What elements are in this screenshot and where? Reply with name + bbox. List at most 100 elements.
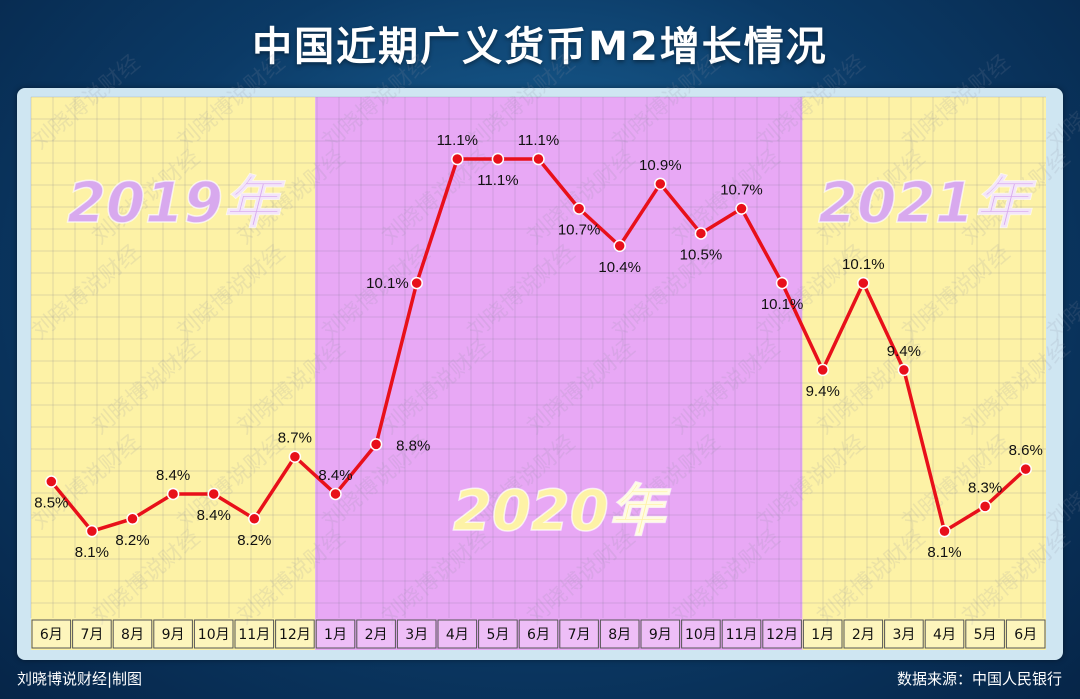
- data-point: [166, 487, 180, 501]
- data-point: [735, 202, 748, 215]
- data-point: [329, 487, 342, 501]
- month-tick-label: 9月: [162, 627, 185, 643]
- month-cell: [72, 619, 112, 649]
- data-label: 8.4%: [318, 467, 352, 484]
- month-cell: [396, 619, 437, 649]
- month-cell: [112, 619, 153, 649]
- month-tick-label: 12月: [279, 627, 311, 643]
- data-point: [126, 512, 139, 526]
- data-point: [775, 276, 789, 290]
- data-label: 10.1%: [366, 275, 409, 292]
- data-point: [288, 450, 302, 463]
- data-label: 8.3%: [968, 479, 1002, 496]
- month-tick-label: 2月: [852, 627, 875, 643]
- data-label: 9.4%: [887, 343, 921, 360]
- data-label: 8.2%: [115, 532, 149, 549]
- data-point: [1019, 462, 1032, 476]
- month-tick-label: 8月: [608, 627, 631, 643]
- month-cell: [356, 619, 396, 649]
- month-tick-label: 9月: [649, 627, 672, 643]
- month-tick-label: 5月: [974, 627, 997, 643]
- watermark-text: 刘晓博说财经: [1043, 51, 1080, 155]
- month-cell: [599, 619, 640, 649]
- data-label: 11.1%: [437, 132, 478, 149]
- data-label: 10.1%: [761, 296, 804, 313]
- month-tick-label: 5月: [486, 627, 509, 643]
- month-cell: [965, 619, 1005, 649]
- month-tick-label: 11月: [726, 627, 758, 643]
- data-point: [857, 276, 870, 290]
- month-tick-label: 4月: [446, 627, 469, 643]
- month-tick-label: 3月: [892, 627, 915, 643]
- month-cell: [518, 619, 559, 649]
- month-tick-label: 4月: [933, 627, 956, 643]
- month-tick-label: 10月: [685, 627, 717, 643]
- source-text: 数据来源：中国人民银行: [896, 670, 1062, 688]
- data-label: 8.1%: [75, 544, 109, 561]
- data-label: 11.1%: [477, 172, 518, 189]
- watermark-text: 刘晓博说财经: [1043, 241, 1080, 345]
- month-cell: [681, 619, 721, 649]
- month-cell: [31, 619, 72, 649]
- month-cell: [802, 619, 843, 649]
- month-cell: [640, 619, 681, 649]
- month-tick-label: 6月: [527, 627, 550, 643]
- year-label: 2019年: [67, 171, 285, 236]
- data-point: [410, 276, 423, 290]
- data-point: [816, 363, 829, 377]
- month-cell: [315, 619, 356, 649]
- period-background: [315, 97, 803, 650]
- data-label: 10.7%: [558, 222, 601, 239]
- data-label: 9.4%: [806, 383, 840, 400]
- data-point: [369, 438, 383, 451]
- data-label: 11.1%: [518, 132, 559, 149]
- month-tick-label: 11月: [238, 627, 270, 643]
- data-point: [248, 512, 261, 526]
- data-point: [85, 524, 99, 538]
- month-tick-label: 6月: [40, 627, 63, 643]
- data-label: 8.4%: [156, 467, 190, 484]
- data-point: [532, 152, 545, 166]
- month-tick-label: 6月: [1014, 627, 1037, 643]
- month-cell: [478, 619, 518, 649]
- month-cell: [234, 619, 275, 649]
- month-tick-label: 8月: [121, 627, 144, 643]
- data-label: 8.7%: [278, 430, 312, 447]
- month-tick-label: 7月: [568, 627, 591, 643]
- month-cell: [275, 619, 315, 649]
- month-tick-label: 10月: [198, 627, 230, 643]
- month-cell: [437, 619, 478, 649]
- month-cell: [153, 619, 193, 649]
- data-label: 8.8%: [396, 437, 430, 454]
- chart-title: 中国近期广义货币M2增长情况: [252, 24, 828, 70]
- data-label: 8.2%: [237, 532, 271, 549]
- data-label: 10.9%: [639, 157, 682, 174]
- month-cell: [721, 619, 762, 649]
- data-label: 10.5%: [680, 246, 723, 263]
- data-point: [451, 152, 464, 166]
- data-label: 10.7%: [720, 182, 763, 199]
- data-point: [45, 475, 58, 488]
- month-cell: [884, 619, 924, 649]
- data-point: [491, 152, 505, 166]
- month-tick-label: 1月: [324, 627, 347, 643]
- credit-text: 刘晓博说财经|制图: [17, 670, 143, 688]
- month-cell: [762, 619, 802, 649]
- data-label: 10.1%: [842, 256, 885, 273]
- month-cell: [193, 619, 234, 649]
- month-cell: [559, 619, 599, 649]
- data-point: [694, 227, 708, 240]
- year-label: 2021年: [818, 171, 1036, 236]
- period-background: [802, 97, 1046, 650]
- month-tick-label: 1月: [811, 627, 834, 643]
- month-tick-label: 12月: [766, 627, 798, 643]
- watermark-text: 刘晓博说财经: [1043, 431, 1080, 535]
- data-label: 8.4%: [197, 507, 231, 524]
- data-point: [938, 524, 951, 538]
- data-point: [613, 239, 626, 253]
- data-point: [978, 500, 992, 513]
- month-cell: [924, 619, 965, 649]
- month-cell: [843, 619, 884, 649]
- data-point: [572, 202, 586, 215]
